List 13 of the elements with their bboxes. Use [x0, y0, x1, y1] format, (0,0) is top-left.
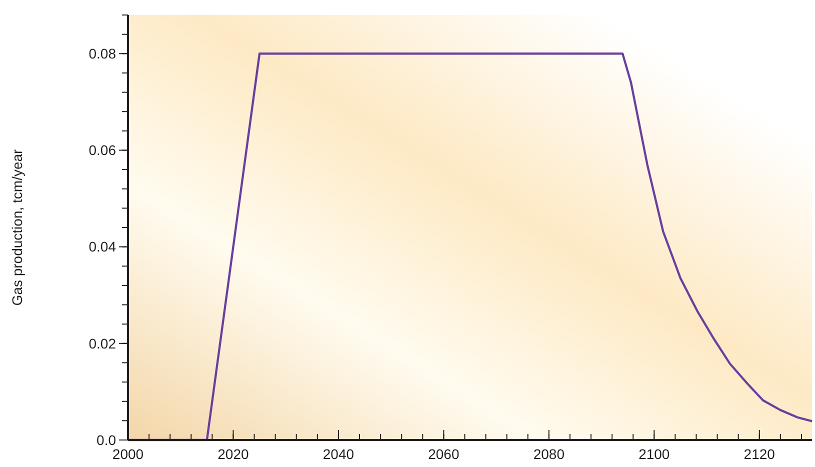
- y-axis-title: Gas production, tcm/year: [9, 148, 25, 306]
- y-tick-label: 0.02: [88, 335, 116, 352]
- x-tick-label: 2100: [638, 446, 670, 462]
- y-tick-label: 0.06: [88, 142, 116, 158]
- x-tick-label: 2020: [218, 446, 250, 462]
- x-tick-label: 2040: [322, 446, 354, 462]
- y-tick-label: 0.08: [88, 46, 116, 62]
- x-tick-label: 2120: [744, 446, 776, 462]
- x-tick-label: 2080: [533, 446, 565, 462]
- y-tick-label: 0.04: [88, 238, 116, 255]
- y-tick-label: 0.0: [96, 432, 116, 448]
- x-tick-label: 2060: [428, 446, 460, 462]
- x-tick-label: 2000: [112, 446, 144, 462]
